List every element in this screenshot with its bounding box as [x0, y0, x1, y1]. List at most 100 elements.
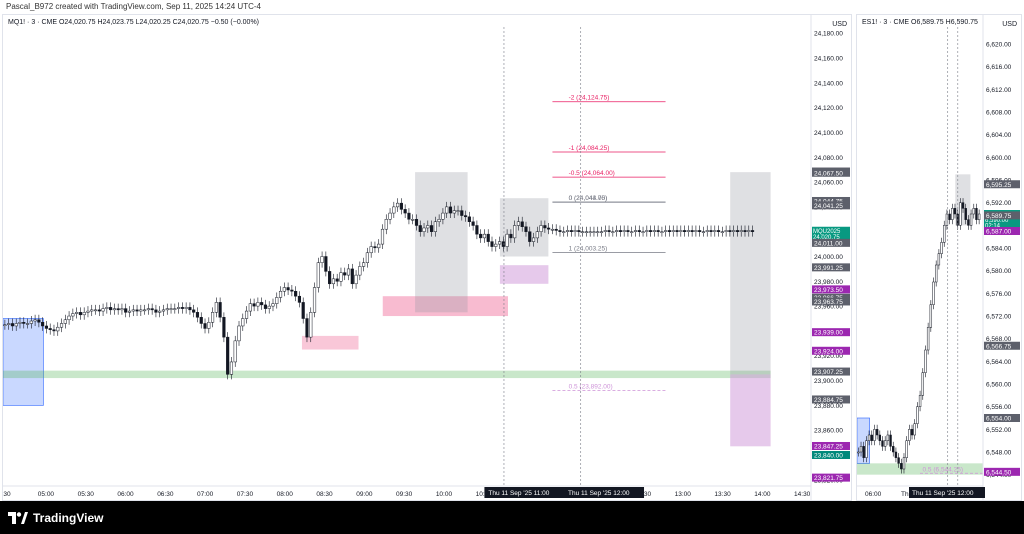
- candle-body: [747, 230, 751, 232]
- candle-body: [910, 429, 914, 436]
- candle-body: [445, 206, 449, 214]
- fib-label-2: -0.5 (24,064.00): [569, 170, 615, 177]
- price-label-1-value: 6,590.00: [985, 218, 1009, 224]
- candle-body: [362, 262, 366, 267]
- price-label-12: 23,924.00: [814, 348, 843, 355]
- price-label-11: 23,939.00: [814, 330, 843, 337]
- candle-body: [867, 434, 871, 441]
- candle-body: [331, 278, 335, 285]
- gray-zone-right: [730, 172, 771, 375]
- footer-bar: TradingView: [0, 501, 1024, 534]
- candle-body: [309, 312, 313, 338]
- crosshair-time-0: Thu 11 Sep '25 12:00: [912, 490, 974, 497]
- candle-body: [430, 225, 434, 232]
- mq-chart-canvas[interactable]: -2 (24,124.75) -1 (24,084.25) -0.5 (24,064…: [0, 15, 851, 500]
- candle-body: [158, 310, 162, 313]
- candle-body: [479, 233, 483, 239]
- es-chart-panel[interactable]: 0.5 (6,544.25) 6,620.00 6,616.00 6,612.00 6,…: [856, 14, 1022, 501]
- candle-body: [528, 231, 532, 242]
- price-label-5: MQU2025: [813, 229, 841, 235]
- mq-chart-panel[interactable]: -2 (24,124.75) -1 (24,084.25) -0.5 (24,064…: [0, 14, 852, 501]
- y-tick-label: 6,556.00: [986, 404, 1012, 411]
- crosshair-time-1: Thu 11 Sep '25 12:00: [568, 490, 630, 497]
- price-label-16: 23,840.00: [814, 452, 843, 459]
- tradingview-logo-icon: [8, 512, 28, 524]
- price-label-3: 6,587.00: [986, 229, 1012, 236]
- price-label-bg-12: [812, 346, 850, 355]
- candle-body: [22, 321, 26, 324]
- candle-body: [709, 230, 713, 232]
- tradingview-logo[interactable]: TradingView: [8, 511, 103, 525]
- candle-body: [902, 457, 906, 470]
- candle-body: [892, 446, 895, 453]
- candle-body: [324, 256, 328, 272]
- candle-body: [683, 230, 687, 232]
- y-tick-label: 23,860.00: [814, 428, 843, 435]
- candle-body: [565, 230, 570, 232]
- candle-body: [180, 307, 184, 309]
- candle-body: [524, 226, 528, 232]
- candle-body: [252, 303, 256, 307]
- price-label-bg-8: [812, 285, 850, 294]
- x-tick-label: Th: [901, 491, 909, 498]
- candle-body: [926, 327, 930, 351]
- y-tick-label: 6,564.00: [986, 359, 1012, 366]
- crosshair-time-bg-0: [909, 487, 985, 498]
- candle-body: [584, 231, 588, 233]
- y-tick-label: 6,584.00: [986, 246, 1012, 253]
- candle-body: [192, 309, 196, 313]
- price-label-4: 6,566.75: [986, 343, 1012, 350]
- y-tick-label: 6,580.00: [986, 268, 1012, 275]
- es-chart-canvas[interactable]: 0.5 (6,544.25) 6,620.00 6,616.00 6,612.00 6,…: [856, 15, 1021, 500]
- gray-zone-left: [415, 172, 468, 313]
- candle-body: [358, 266, 362, 276]
- candle-body: [260, 302, 264, 306]
- candle-body: [441, 212, 445, 220]
- candle-body: [286, 287, 290, 291]
- x-tick-label: 14:00: [754, 491, 771, 498]
- candle-body: [154, 309, 158, 313]
- candle-body: [596, 231, 600, 233]
- candle-body: [918, 395, 922, 407]
- candle-body: [150, 308, 154, 311]
- price-label-6: 6,544.50: [986, 469, 1012, 476]
- candle-body: [237, 325, 241, 342]
- candle-body: [929, 304, 933, 328]
- candle-body: [713, 230, 717, 232]
- candle-body: [86, 310, 90, 313]
- crosshair-time-0: Thu 11 Sep '25 11:00: [488, 490, 549, 497]
- price-label-bg-3: [812, 196, 850, 205]
- tradingview-brand: TradingView: [33, 511, 104, 525]
- candle-body: [177, 307, 181, 309]
- candle-body: [290, 289, 294, 292]
- candle-body: [278, 290, 283, 298]
- candle-body: [664, 230, 668, 232]
- candle-body: [146, 308, 150, 311]
- price-label-bg-17: [812, 473, 850, 482]
- candle-body: [520, 221, 524, 227]
- candle-body: [550, 228, 554, 231]
- y-tick-label: 24,000.00: [814, 254, 843, 261]
- candle-body: [739, 230, 743, 232]
- candle-body: [339, 272, 343, 282]
- candle-body: [698, 230, 702, 232]
- candle-body: [143, 309, 147, 312]
- candle-body: [226, 336, 230, 375]
- candle-body: [977, 213, 981, 220]
- x-tick-label: 09:00: [356, 491, 373, 498]
- candle-body: [380, 228, 385, 245]
- candle-body: [573, 230, 577, 232]
- candle-body: [599, 231, 604, 233]
- fib-label-6: 0.5 (23,892.00): [569, 383, 613, 390]
- candle-body: [889, 434, 892, 447]
- fib-label-5: 1 (24,003.25): [569, 245, 608, 252]
- candle-body: [577, 230, 581, 232]
- candle-body: [972, 208, 975, 215]
- x-tick-label: 10:30: [476, 491, 493, 498]
- candle-body: [203, 323, 207, 329]
- price-label-8: 23,973.50: [814, 287, 843, 294]
- y-tick-label: 6,592.00: [986, 200, 1012, 207]
- candle-body: [282, 287, 286, 292]
- candle-body: [516, 221, 521, 226]
- candle-body: [248, 303, 252, 312]
